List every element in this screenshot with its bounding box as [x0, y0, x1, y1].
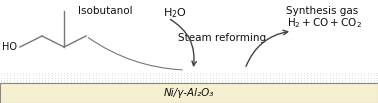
Text: Isobutanol: Isobutanol	[78, 6, 132, 16]
Text: HO: HO	[2, 42, 17, 52]
Text: Steam reforming: Steam reforming	[178, 33, 266, 43]
Text: $\mathregular{H_2+CO+CO_2}$: $\mathregular{H_2+CO+CO_2}$	[287, 16, 363, 30]
Text: $\mathregular{H_2O}$: $\mathregular{H_2O}$	[163, 6, 187, 20]
Text: Ni/γ-Al₂O₃: Ni/γ-Al₂O₃	[164, 88, 214, 98]
Text: Synthesis gas: Synthesis gas	[286, 6, 358, 16]
FancyArrowPatch shape	[88, 38, 182, 70]
FancyArrowPatch shape	[246, 30, 288, 66]
FancyArrowPatch shape	[170, 19, 196, 66]
Bar	[0, 83, 378, 103]
